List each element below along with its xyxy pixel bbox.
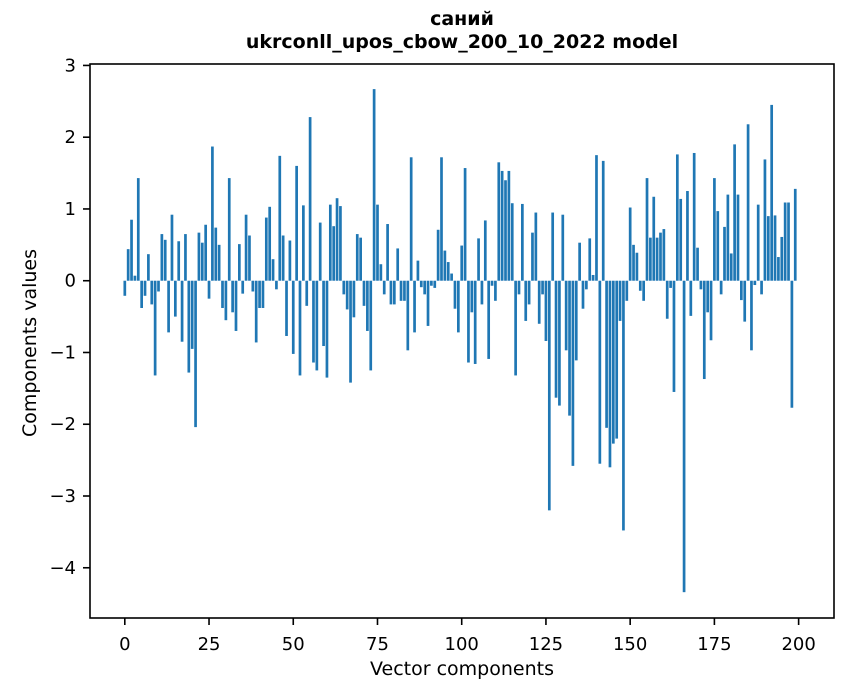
svg-text:100: 100	[445, 634, 479, 655]
svg-text:75: 75	[366, 634, 389, 655]
svg-text:0: 0	[119, 634, 130, 655]
x-axis-label: Vector components	[370, 658, 554, 680]
svg-text:175: 175	[697, 634, 731, 655]
svg-text:1: 1	[65, 199, 76, 220]
bar-series	[123, 89, 797, 593]
chart-subtitle: ukrconll_upos_cbow_200_10_2022 model	[245, 31, 679, 53]
svg-text:0: 0	[65, 271, 76, 292]
svg-text:50: 50	[282, 634, 305, 655]
svg-text:25: 25	[198, 634, 221, 655]
svg-text:−2: −2	[49, 414, 76, 435]
y-axis-label: Components values	[19, 248, 41, 438]
chart-title: саний	[430, 8, 494, 30]
svg-text:125: 125	[529, 634, 563, 655]
svg-text:−1: −1	[49, 342, 76, 363]
y-tick-labels: 3 2 1 0 −1 −2 −3 −4	[49, 55, 76, 578]
svg-text:3: 3	[65, 55, 76, 76]
svg-text:200: 200	[781, 634, 815, 655]
svg-text:150: 150	[613, 634, 647, 655]
x-tick-labels: 0 25 50 75 100 125 150 175 200	[119, 634, 816, 655]
svg-text:−4: −4	[49, 558, 76, 579]
axes-frame	[83, 63, 835, 625]
svg-text:−3: −3	[49, 486, 76, 507]
svg-text:2: 2	[65, 127, 76, 148]
